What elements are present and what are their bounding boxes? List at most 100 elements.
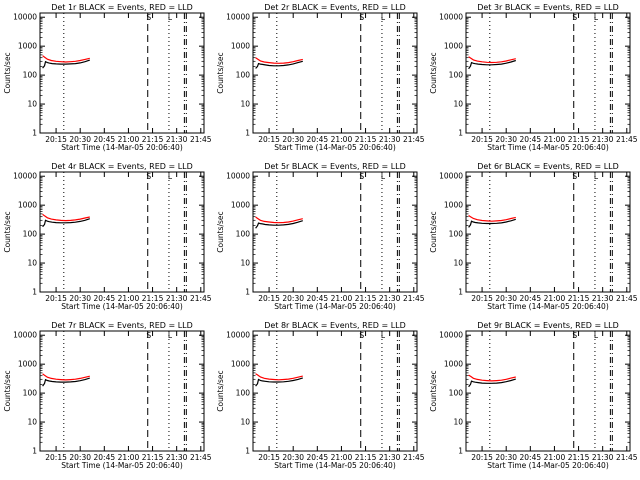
y-tick-label: 1 xyxy=(458,288,463,297)
x-tick-label: 21:45 xyxy=(403,135,425,144)
y-tick-label: 100 xyxy=(236,389,251,398)
x-tick-label: 20:15 xyxy=(258,135,280,144)
events-series-line xyxy=(468,378,516,388)
event-marker: L xyxy=(381,172,386,181)
x-tick-label: 20:15 xyxy=(45,453,67,462)
x-tick-label: 21:45 xyxy=(190,294,212,303)
y-axis-label: Counts/sec xyxy=(429,370,438,411)
x-tick-label: 21:00 xyxy=(118,453,140,462)
events-series-line xyxy=(42,377,90,387)
event-marker: S xyxy=(146,13,151,22)
x-tick-label: 21:15 xyxy=(355,294,377,303)
chart-panel-3: Det 3r BLACK = Events, RED = LLD 1 10 100 10… xyxy=(429,3,638,152)
x-tick-label: 21:15 xyxy=(355,453,377,462)
chart-panel-8: Det 8r BLACK = Events, RED = LLD 1 10 100 10… xyxy=(216,321,425,470)
x-tick-label: 20:45 xyxy=(94,453,116,462)
y-tick-label: 10 xyxy=(240,100,250,109)
y-tick-label: 10 xyxy=(453,100,463,109)
x-tick-label: 21:15 xyxy=(142,294,164,303)
x-tick-label: 20:45 xyxy=(520,294,542,303)
chart-title: Det 7r BLACK = Events, RED = LLD xyxy=(51,321,193,330)
x-tick-label: 20:45 xyxy=(94,294,116,303)
x-tick-label: 20:15 xyxy=(471,294,493,303)
y-tick-label: 100 xyxy=(23,230,38,239)
x-tick-label: 21:45 xyxy=(190,135,212,144)
y-tick-label: 100 xyxy=(23,71,38,80)
y-tick-label: 1 xyxy=(32,129,37,138)
y-tick-label: 1000 xyxy=(444,360,463,369)
x-tick-label: 21:00 xyxy=(331,294,353,303)
x-tick-label: 20:30 xyxy=(282,294,304,303)
chart-title: Det 2r BLACK = Events, RED = LLD xyxy=(264,3,406,12)
event-marker: L xyxy=(381,331,386,340)
x-axis-label: Start Time (14-Mar-05 20:06:40) xyxy=(274,302,396,311)
y-tick-label: 100 xyxy=(449,389,464,398)
y-tick-label: 100 xyxy=(236,71,251,80)
event-marker: L xyxy=(594,331,599,340)
x-tick-label: 21:15 xyxy=(568,135,590,144)
x-tick-label: 21:15 xyxy=(568,453,590,462)
y-tick-label: 1 xyxy=(32,288,37,297)
x-tick-label: 21:45 xyxy=(403,294,425,303)
x-tick-label: 21:00 xyxy=(544,453,566,462)
event-marker: L xyxy=(594,13,599,22)
x-tick-label: 21:15 xyxy=(568,294,590,303)
event-marker: S xyxy=(146,172,151,181)
chart-panel-6: Det 6r BLACK = Events, RED = LLD 1 10 100 10… xyxy=(429,162,638,311)
x-tick-label: 21:30 xyxy=(592,294,614,303)
lld-series-line xyxy=(42,213,90,222)
y-tick-label: 1000 xyxy=(444,201,463,210)
lld-series-line xyxy=(468,56,516,64)
y-axis-label: Counts/sec xyxy=(216,370,225,411)
lld-series-line xyxy=(255,57,303,64)
plot-frame xyxy=(465,171,631,293)
x-tick-label: 21:15 xyxy=(142,453,164,462)
chart-title: Det 6r BLACK = Events, RED = LLD xyxy=(477,162,619,171)
x-tick-label: 20:15 xyxy=(45,294,67,303)
x-tick-label: 20:45 xyxy=(307,135,329,144)
lld-series-line xyxy=(42,373,90,381)
y-tick-label: 1000 xyxy=(444,42,463,51)
y-tick-label: 10000 xyxy=(13,331,37,340)
y-tick-label: 10000 xyxy=(439,172,463,181)
y-tick-label: 100 xyxy=(23,389,38,398)
y-tick-label: 10 xyxy=(27,259,37,268)
y-axis-label: Counts/sec xyxy=(429,211,438,252)
x-tick-label: 20:45 xyxy=(520,453,542,462)
x-tick-label: 20:30 xyxy=(495,453,517,462)
y-tick-label: 1 xyxy=(458,447,463,456)
x-tick-label: 21:00 xyxy=(118,135,140,144)
y-tick-label: 100 xyxy=(449,71,464,80)
x-tick-label: 20:30 xyxy=(495,294,517,303)
x-axis-label: Start Time (14-Mar-05 20:06:40) xyxy=(487,143,609,152)
y-axis-label: Counts/sec xyxy=(429,52,438,93)
x-tick-label: 21:45 xyxy=(616,294,638,303)
events-series-line xyxy=(468,218,516,228)
x-tick-label: 20:15 xyxy=(471,453,493,462)
chart-panel-2: Det 2r BLACK = Events, RED = LLD 1 10 100 10… xyxy=(216,3,425,152)
x-tick-label: 21:30 xyxy=(166,453,188,462)
x-tick-label: 21:15 xyxy=(142,135,164,144)
x-tick-label: 21:45 xyxy=(616,453,638,462)
y-tick-label: 10 xyxy=(453,418,463,427)
x-tick-label: 21:30 xyxy=(379,135,401,144)
x-tick-label: 21:15 xyxy=(355,135,377,144)
event-marker: S xyxy=(359,331,364,340)
x-axis-label: Start Time (14-Mar-05 20:06:40) xyxy=(487,461,609,470)
y-tick-label: 1000 xyxy=(18,42,37,51)
x-tick-label: 20:30 xyxy=(282,135,304,144)
plot-frame xyxy=(252,171,418,293)
event-marker: S xyxy=(572,13,577,22)
x-tick-label: 20:30 xyxy=(282,453,304,462)
plot-frame xyxy=(39,12,205,134)
events-series-line xyxy=(42,59,90,69)
event-marker: L xyxy=(168,172,173,181)
x-tick-label: 21:45 xyxy=(403,453,425,462)
chart-title: Det 8r BLACK = Events, RED = LLD xyxy=(264,321,406,330)
x-tick-label: 20:30 xyxy=(495,135,517,144)
event-marker: S xyxy=(572,172,577,181)
y-tick-label: 100 xyxy=(449,230,464,239)
y-tick-label: 1 xyxy=(245,129,250,138)
event-marker: S xyxy=(359,13,364,22)
